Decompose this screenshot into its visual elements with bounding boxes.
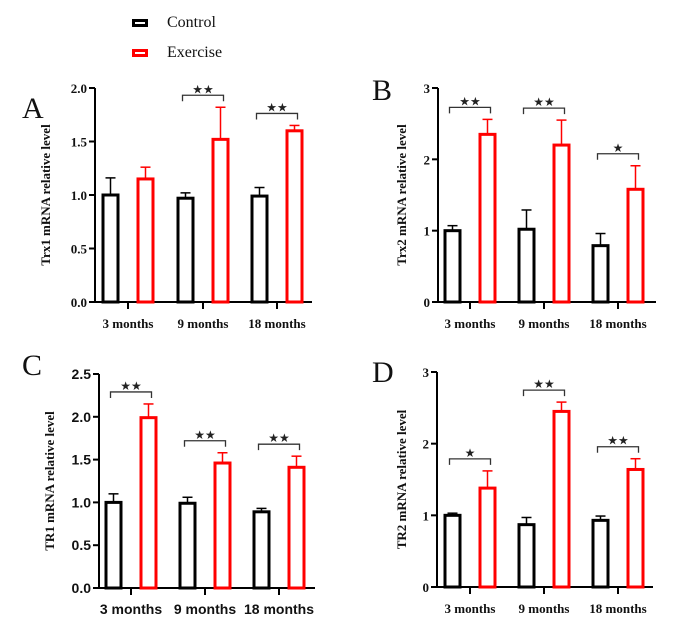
panel-c-letter: C [22,349,42,382]
legend-swatch-exercise [132,49,148,57]
panel-b-bar-exercise [478,132,497,304]
legend-item-exercise: Exercise [130,44,270,64]
panel-c-y-tick-label: 2.0 [72,409,92,425]
panel-c-bar-exercise [213,461,232,590]
panel-d-bar-control [517,523,536,589]
panel-d-x-tick-label: 9 months [519,601,570,616]
panel-b-significance-bracket [448,106,492,114]
panel-b-significance-label: ★★ [533,95,555,109]
panel-c-y-tick-label: 0.0 [72,580,92,596]
panel-c-x-tick-label: 18 months [244,601,314,617]
panel-b-bar-control [517,227,536,304]
panel-c-significance-label: ★★ [120,379,142,393]
panel-a-significance-label: ★★ [192,82,214,96]
panel-d-letter: D [372,356,394,389]
panel-c-significance-label: ★★ [194,428,216,442]
panel-a-x-tick-label: 18 months [248,316,305,331]
panel-a-y-tick-label: 1.5 [71,135,88,150]
panel-a-y-tick-label: 2.0 [71,81,87,96]
panel-b-significance-bracket [596,153,640,160]
panel-c-bar-control [178,501,197,590]
panel-a-bar-exercise [285,129,304,304]
panel-c-significance-label: ★★ [268,431,290,445]
panel-d-x-tick-label: 18 months [589,601,646,616]
panel-d-y-axis-label: TR2 mRNA relative level [394,409,409,549]
panel-b-significance-bracket [522,107,566,115]
panel-a-bar-exercise [211,137,230,304]
panel-a-letter: A [22,92,44,125]
panel-d-bar-control [443,513,462,589]
legend-swatch-control [132,19,148,27]
panel-a-y-tick-label: 1.0 [71,188,87,203]
panel-d-significance-bracket [522,389,566,397]
panel-b-y-axis-label: Trx2 mRNA relative level [394,124,409,266]
panel-b-y-tick-label: 3 [424,81,431,96]
panel-c-significance-bracket [257,443,301,451]
panel-d-y-tick-label: 0 [423,580,430,595]
panel-d-significance-label: ★ [465,446,476,460]
panel-b-y-tick-label: 2 [424,152,431,167]
panel-b-x-tick-label: 9 months [519,316,570,331]
panel-a-bar-control [176,196,195,304]
panel-d-bar-control [591,518,610,589]
panel-b-x-tick-label: 18 months [589,316,646,331]
panel-b-x-tick-label: 3 months [445,316,496,331]
panel-b-letter: B [372,74,392,107]
panel-a-y-axis-label: Trx1 mRNA relative level [38,124,53,266]
panel-b-y-tick-label: 0 [424,295,431,310]
panel-c-x-tick-label: 9 months [174,601,236,617]
panel-a-y-tick-label: 0.5 [71,242,88,257]
panel-c-y-tick-label: 1.0 [72,494,92,510]
panel-a-y-tick-label: 0.0 [71,295,87,310]
panel-b-significance-label: ★★ [459,94,481,108]
panel-b-bar-control [443,229,462,304]
panel-b-significance-label: ★ [613,141,624,155]
panel-c-y-axis-label: TR1 mRNA relative level [42,411,57,551]
panel-c-y-tick-label: 1.5 [72,452,92,468]
panel-c-x-tick-label: 3 months [100,601,162,617]
panel-a-significance-label: ★★ [266,100,288,114]
panel-c-significance-bracket [183,440,227,447]
legend-item-control: Control [130,14,270,34]
panel-a-significance-bracket [181,94,225,102]
panel-d-y-tick-label: 1 [423,508,430,523]
panel-d-bar-exercise [478,486,497,589]
panel-a-significance-bracket [255,112,299,120]
panel-d-significance-label: ★★ [533,377,555,391]
panel-c-bar-exercise [139,416,158,590]
panel-a-bar-control [101,193,120,304]
panel-d-significance-bracket [448,458,492,465]
panel-c-significance-bracket [109,391,153,398]
panel-c-bar-control [104,500,123,590]
panel-a-bar-control [250,194,269,304]
panel-a-x-tick-label: 9 months [178,316,229,331]
panel-d-y-tick-label: 2 [423,437,430,452]
panel-c-bar-control [252,510,271,590]
panel-d-x-tick-label: 3 months [445,601,496,616]
panel-c-bar-exercise [287,465,306,590]
panel-c-y-tick-label: 0.5 [72,537,92,553]
panel-d-y-tick-label: 3 [423,365,430,380]
panel-a-x-tick-label: 3 months [103,316,154,331]
panel-b-bar-exercise [626,187,645,304]
panel-b-bar-exercise [552,143,571,304]
legend-label-control: Control [167,14,216,31]
legend-label-exercise: Exercise [167,44,223,61]
panel-d-significance-label: ★★ [607,434,629,448]
panel-c-y-tick-label: 2.5 [72,366,92,382]
panel-d-significance-bracket [596,446,640,453]
panel-b-bar-control [591,244,610,304]
panel-d-bar-exercise [626,467,645,589]
panel-a-bar-exercise [136,177,155,304]
panel-b-y-tick-label: 1 [424,224,431,239]
panel-d-bar-exercise [552,409,571,589]
